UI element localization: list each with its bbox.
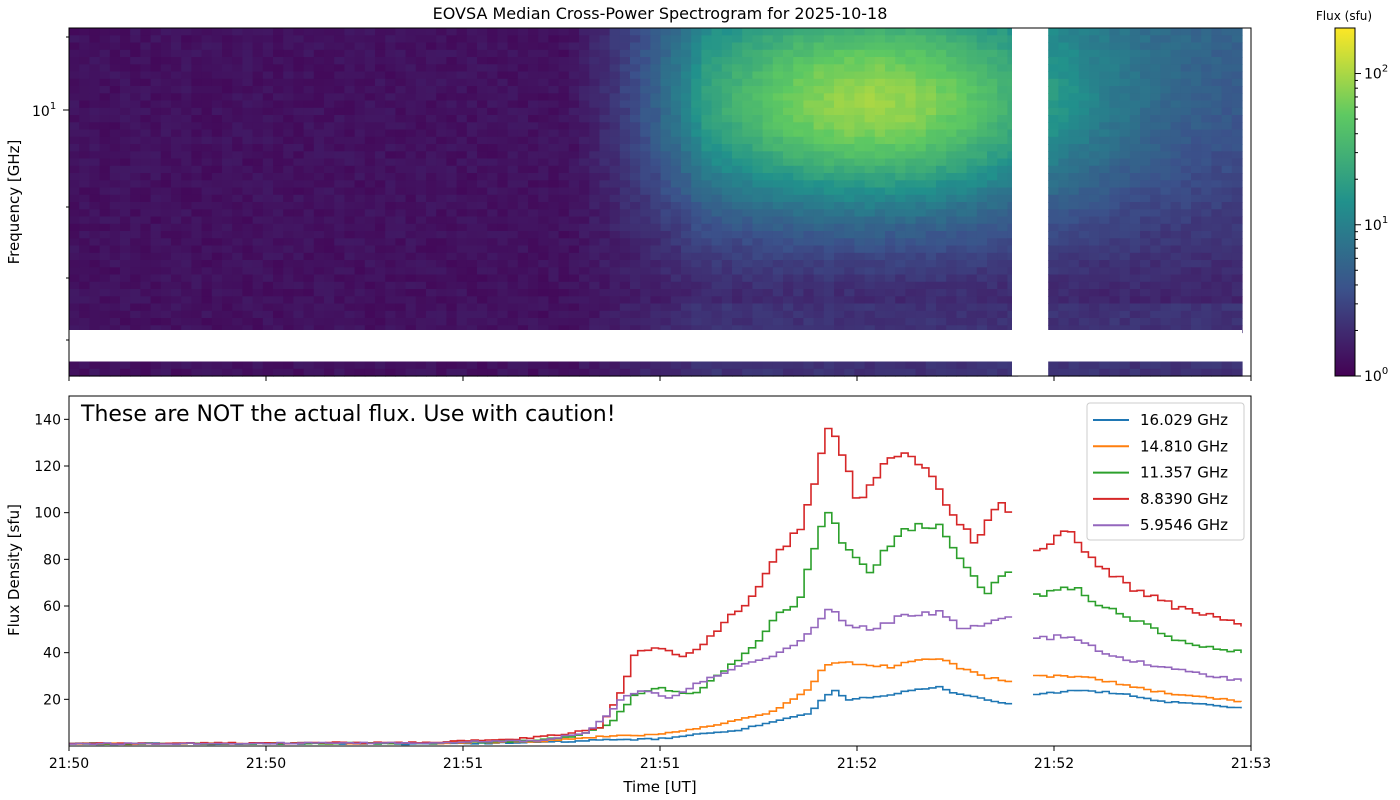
spectrogram-xticks (68, 376, 1252, 381)
colorbar-label: Flux (sfu) (1316, 9, 1372, 23)
lightcurve-xtick-label: 21:52 (1034, 756, 1074, 772)
colorbar-tick-exp: 1 (1382, 215, 1388, 226)
colorbar-tick-base: 10 (1364, 67, 1382, 83)
colorbar-tick-exp: 2 (1382, 64, 1388, 75)
lightcurve-xticks: 21:50 21:50 21:51 21:51 21:52 21:52 21:53 (49, 746, 1271, 772)
lightcurve-ytick-label: 40 (43, 646, 61, 662)
ytick-exp: 1 (50, 101, 56, 112)
lightcurve-series (69, 427, 1242, 746)
lightcurve-ytick-label: 140 (34, 412, 61, 428)
spectrogram-title: EOVSA Median Cross-Power Spectrogram for… (433, 4, 888, 23)
ytick-base: 10 (32, 104, 50, 120)
legend-box (1086, 402, 1245, 541)
series-line (69, 608, 1242, 745)
legend-entry-label: 5.9546 GHz (1140, 516, 1228, 534)
legend-entry-label: 11.357 GHz (1140, 464, 1228, 482)
lightcurve-axes (69, 396, 1251, 746)
lightcurve-ytick-label: 100 (34, 506, 61, 522)
lightcurve-xtick-label: 21:52 (837, 756, 877, 772)
spectrogram-yticks (63, 36, 69, 341)
lightcurve-ylabel: Flux Density [sfu] (5, 504, 23, 636)
lightcurve-xtick-label: 21:51 (443, 756, 483, 772)
lightcurve-xlabel: Time [UT] (622, 778, 696, 796)
spectrogram-ytick-label: 101 (32, 101, 56, 120)
lightcurve-xtick-label: 21:50 (246, 756, 286, 772)
colorbar-tick-label: 102 (1364, 64, 1388, 83)
legend-entry-label: 14.810 GHz (1140, 437, 1228, 455)
colorbar-tick-label: 100 (1364, 366, 1388, 385)
lightcurve-ytick-label: 20 (43, 692, 61, 708)
colorbar-tick-base: 10 (1364, 369, 1382, 385)
lightcurve-yticks: 20 40 60 80 100 120 140 (34, 412, 69, 708)
colorbar (1334, 27, 1356, 377)
colorbar-tick-exp: 0 (1382, 366, 1388, 377)
lightcurve-xtick-label: 21:50 (49, 756, 89, 772)
lightcurve-ytick-label: 80 (43, 552, 61, 568)
colorbar-tick-label: 101 (1364, 215, 1388, 234)
lightcurve-ytick-label: 120 (34, 459, 61, 475)
spectrogram-ylabel: Frequency [GHz] (5, 140, 23, 265)
legend-entry-label: 8.8390 GHz (1140, 490, 1228, 508)
colorbar-tick-base: 10 (1364, 218, 1382, 234)
legend: 16.029 GHz 14.810 GHz 11.357 GHz 8.8390 GHz… (1086, 402, 1245, 541)
caution-annotation: These are NOT the actual flux. Use with … (80, 402, 616, 427)
lightcurve-ytick-label: 60 (43, 599, 61, 615)
lightcurve-xtick-label: 21:51 (640, 756, 680, 772)
legend-entry-label: 16.029 GHz (1140, 411, 1228, 429)
lightcurve-xtick-label: 21:53 (1231, 756, 1271, 772)
spectrogram-heatmap (69, 28, 1243, 377)
